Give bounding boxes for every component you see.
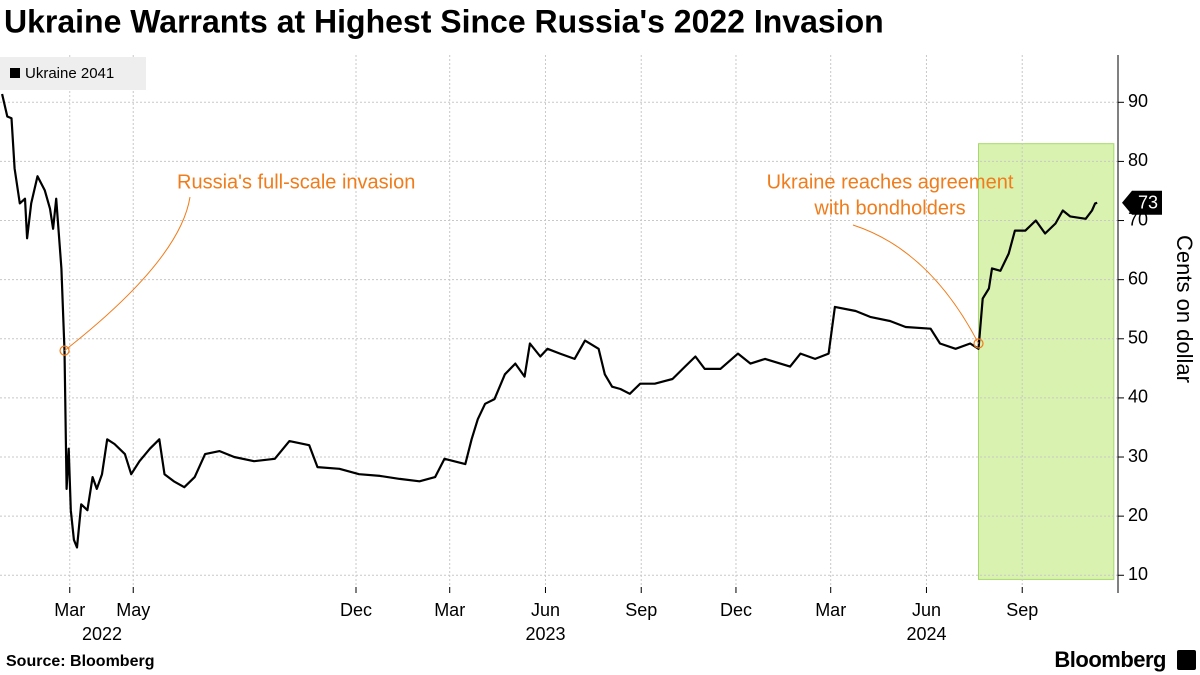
legend-swatch: [10, 68, 20, 78]
x-tick-label: Mar: [434, 600, 465, 620]
source: Source: Bloomberg: [6, 653, 154, 670]
y-tick-label: 40: [1128, 387, 1148, 407]
x-tick-label: Dec: [720, 600, 752, 620]
annotation-line: [64, 196, 191, 351]
x-year-label: 2024: [906, 624, 946, 644]
brand: Bloomberg: [1054, 647, 1166, 672]
brand-icon: [1177, 650, 1196, 670]
annotation-text: with bondholders: [813, 197, 965, 219]
y-tick-label: 90: [1128, 91, 1148, 111]
x-tick-label: Mar: [815, 600, 846, 620]
line-series: [1, 93, 1098, 549]
y-axis-label: Cents on dollar: [1172, 235, 1197, 383]
legend-box: [0, 57, 146, 90]
x-tick-label: Jun: [531, 600, 560, 620]
highlight-region: [978, 143, 1115, 580]
end-label: 73: [1138, 193, 1158, 213]
y-tick-label: 50: [1128, 328, 1148, 348]
y-tick-label: 60: [1128, 268, 1148, 288]
x-tick-label: Jun: [912, 600, 941, 620]
annotation-text: Russia's full-scale invasion: [177, 171, 415, 193]
y-tick-label: 20: [1128, 505, 1148, 525]
annotation-marker: [973, 338, 984, 349]
annotation-marker: [59, 345, 70, 356]
x-tick-label: Sep: [1006, 600, 1038, 620]
x-year-label: 2023: [525, 624, 565, 644]
x-tick-label: Mar: [54, 600, 85, 620]
legend: Ukraine 2041: [0, 57, 146, 90]
annotation-text: Ukraine reaches agreement: [767, 171, 1014, 193]
annotation-line: [852, 224, 979, 344]
x-tick-label: Sep: [625, 600, 657, 620]
y-tick-label: 80: [1128, 150, 1148, 170]
chart-title: Ukraine Warrants at Highest Since Russia…: [4, 3, 884, 39]
legend-label: Ukraine 2041: [25, 65, 114, 82]
y-tick-label: 10: [1128, 564, 1148, 584]
end-label-flag: [1122, 190, 1162, 215]
x-tick-label: Dec: [340, 600, 372, 620]
y-tick-label: 30: [1128, 446, 1148, 466]
x-tick-label: May: [116, 600, 150, 620]
x-year-label: 2022: [82, 624, 122, 644]
